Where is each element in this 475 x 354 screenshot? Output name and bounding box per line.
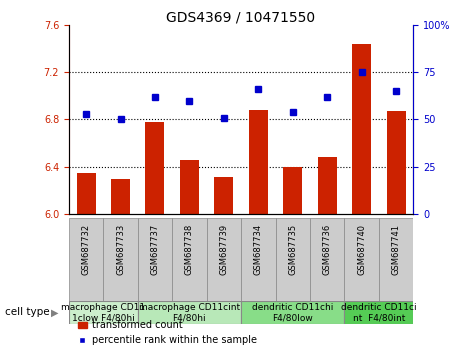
Text: GSM687738: GSM687738 xyxy=(185,223,194,275)
Legend: transformed count, percentile rank within the sample: transformed count, percentile rank withi… xyxy=(74,316,261,349)
Text: GSM687740: GSM687740 xyxy=(357,223,366,275)
Text: GSM687733: GSM687733 xyxy=(116,223,125,275)
Text: GSM687732: GSM687732 xyxy=(82,223,91,275)
Text: GSM687736: GSM687736 xyxy=(323,223,332,275)
Bar xyxy=(344,301,413,324)
Text: GDS4369 / 10471550: GDS4369 / 10471550 xyxy=(167,11,315,25)
Bar xyxy=(138,218,172,301)
Bar xyxy=(283,167,302,214)
Bar xyxy=(214,177,233,214)
Bar xyxy=(310,218,344,301)
Text: dendritic CD11chi
F4/80low: dendritic CD11chi F4/80low xyxy=(252,303,333,322)
Text: GSM687734: GSM687734 xyxy=(254,223,263,275)
Text: dendritic CD11ci
nt  F4/80int: dendritic CD11ci nt F4/80int xyxy=(341,303,417,322)
Bar xyxy=(241,301,344,324)
Bar xyxy=(352,44,371,214)
Bar xyxy=(344,218,379,301)
Bar xyxy=(180,160,199,214)
Bar xyxy=(138,301,241,324)
Bar xyxy=(387,111,406,214)
Bar xyxy=(76,173,95,214)
Bar xyxy=(111,179,130,214)
Text: macrophage CD11cint
F4/80hi: macrophage CD11cint F4/80hi xyxy=(139,303,240,322)
Bar xyxy=(172,218,207,301)
Bar xyxy=(249,110,268,214)
Bar xyxy=(69,301,138,324)
Text: GSM687737: GSM687737 xyxy=(151,223,160,275)
Text: ▶: ▶ xyxy=(51,307,58,318)
Bar xyxy=(379,218,413,301)
Bar xyxy=(104,218,138,301)
Text: cell type: cell type xyxy=(5,307,49,318)
Text: GSM687735: GSM687735 xyxy=(288,223,297,275)
Text: macrophage CD11
1clow F4/80hi: macrophage CD11 1clow F4/80hi xyxy=(61,303,145,322)
Bar xyxy=(207,218,241,301)
Bar xyxy=(69,218,104,301)
Text: GSM687741: GSM687741 xyxy=(391,223,400,275)
Bar xyxy=(276,218,310,301)
Bar xyxy=(241,218,276,301)
Bar xyxy=(145,122,164,214)
Text: GSM687739: GSM687739 xyxy=(219,223,228,275)
Bar xyxy=(318,157,337,214)
